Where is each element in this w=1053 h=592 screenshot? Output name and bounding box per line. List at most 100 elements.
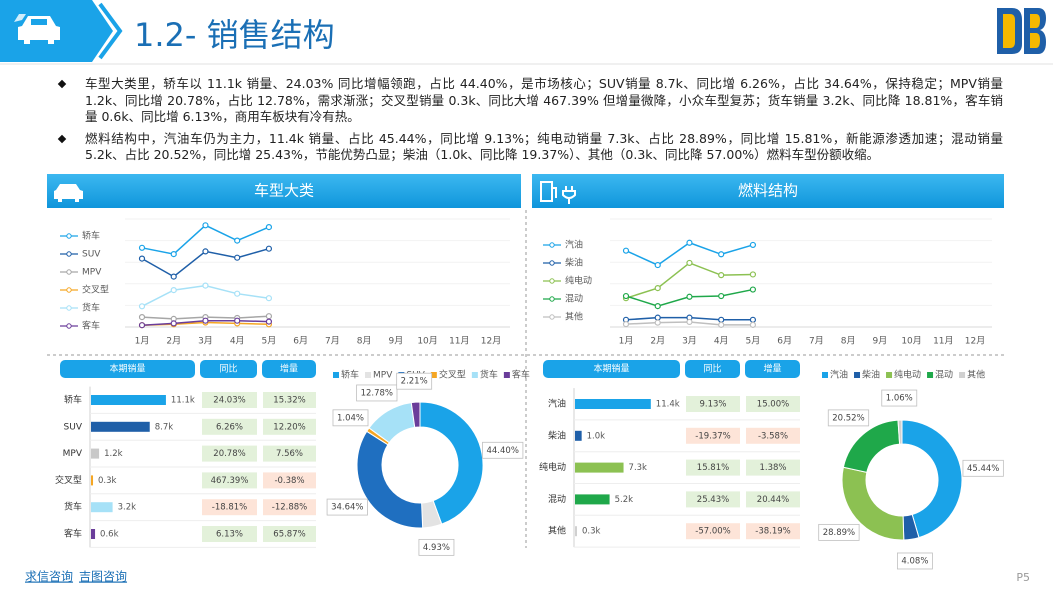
legend-marker — [549, 296, 555, 302]
slice-label: 44.40% — [482, 441, 524, 459]
cell-text: 20.78% — [213, 449, 245, 459]
point — [686, 318, 693, 326]
slice-label: 45.44% — [962, 459, 1004, 477]
cell-text: -57.00% — [695, 527, 730, 537]
point — [718, 272, 725, 279]
bar — [91, 529, 96, 539]
cell-bg — [686, 491, 740, 508]
bar-value-label: 1.0k — [587, 431, 606, 441]
donut-slice — [901, 419, 963, 539]
legend-label: MPV — [82, 268, 102, 278]
legend-label: 其他 — [967, 369, 985, 381]
row-label: 客车 — [64, 528, 82, 540]
legend-label: 客车 — [82, 320, 100, 332]
cell-text: 15.81% — [697, 463, 729, 473]
slice-label: 2.21% — [396, 372, 433, 390]
cell-bg — [263, 445, 316, 462]
cell-text: 6.13% — [216, 530, 243, 540]
x-tick-label: 12月 — [481, 336, 501, 347]
label-box — [356, 384, 398, 402]
cell-text: 25.43% — [697, 495, 729, 505]
bar — [91, 448, 100, 459]
point — [138, 255, 146, 262]
slice-value-label: 1.04% — [337, 413, 364, 423]
logo — [997, 8, 1046, 54]
point — [138, 314, 146, 321]
legend-label: 汽油 — [830, 369, 848, 381]
column-header-label: 本期销量 — [593, 363, 629, 375]
cell-bg — [746, 396, 800, 412]
column-header — [200, 360, 257, 378]
cell-bg — [263, 526, 316, 542]
point — [234, 254, 241, 261]
cell-bg — [202, 472, 257, 489]
x-tick-label: 5月 — [262, 336, 277, 347]
x-tick-label: 1月 — [135, 336, 150, 347]
bar — [91, 395, 166, 405]
cell-text: 467.39% — [211, 476, 249, 486]
x-tick-label: 9月 — [872, 336, 887, 347]
bar-value-label: 5.2k — [615, 495, 634, 505]
slice-value-label: 4.08% — [901, 556, 928, 566]
bullet: 燃料结构中，汽油车仍为主力，11.4k 销量、占比 45.44%，同比增 9.1… — [57, 130, 1003, 164]
label-box — [962, 459, 1004, 477]
cell-bg — [746, 427, 800, 444]
point — [138, 303, 146, 310]
row-label: MPV — [63, 449, 83, 459]
legend-label: 货车 — [480, 369, 498, 381]
legend-label: 其他 — [565, 311, 583, 323]
legend-swatch — [333, 372, 339, 378]
page-number: P5 — [1016, 571, 1030, 584]
cell-bg — [202, 499, 257, 516]
donut-slice — [842, 419, 901, 473]
footer-link[interactable]: 求信咨询 — [25, 569, 73, 584]
series-line — [141, 284, 270, 307]
row-label: 混动 — [548, 494, 566, 505]
label-box — [818, 523, 860, 541]
bar — [575, 430, 582, 441]
point — [265, 295, 273, 302]
slice-label: 1.04% — [332, 409, 369, 427]
row-label: 汽油 — [548, 398, 566, 410]
column-header — [543, 360, 680, 378]
point — [170, 287, 177, 294]
point — [622, 292, 630, 300]
legend-label: 柴油 — [862, 369, 880, 381]
cell-text: 24.03% — [213, 396, 245, 406]
cell-bg — [263, 392, 316, 408]
legend-swatch — [503, 372, 510, 378]
cell-bg — [686, 427, 740, 444]
legend-label: 交叉型 — [82, 284, 109, 296]
legend-swatch — [365, 372, 372, 378]
point — [202, 317, 209, 324]
cell-bg — [202, 445, 257, 462]
legend-marker — [549, 242, 555, 248]
point — [265, 313, 273, 320]
cell-text: 9.13% — [699, 400, 726, 410]
section-title: 车型大类 — [254, 182, 314, 200]
bullet-text: 燃料结构中，汽油车仍为主力，11.4k 销量、占比 45.44%，同比增 9.1… — [85, 130, 1003, 163]
fuel-icon — [540, 181, 576, 204]
section-title: 燃料结构 — [738, 182, 798, 200]
label-box — [881, 389, 918, 407]
row-label: 交叉型 — [55, 474, 82, 486]
cell-text: 1.38% — [759, 463, 786, 473]
cell-bg — [202, 418, 257, 435]
column-header — [745, 360, 800, 378]
cell-bg — [202, 392, 257, 408]
point — [749, 241, 757, 249]
legend-marker — [66, 287, 72, 293]
bar — [91, 421, 150, 432]
header-chevron-outline — [98, 2, 123, 60]
cell-text: 15.32% — [273, 396, 305, 406]
slice-value-label: 1.06% — [886, 394, 913, 404]
cell-text: -12.88% — [272, 503, 307, 513]
column-header — [60, 360, 195, 378]
legend-label: SUV — [82, 250, 101, 260]
footer-link[interactable]: 吉图咨询 — [79, 569, 127, 584]
slice-label: 12.78% — [356, 384, 398, 402]
bar-value-label: 1.2k — [104, 449, 123, 459]
slice-label: 1.06% — [881, 389, 918, 407]
legend-label: 轿车 — [341, 369, 359, 381]
point — [234, 317, 241, 324]
